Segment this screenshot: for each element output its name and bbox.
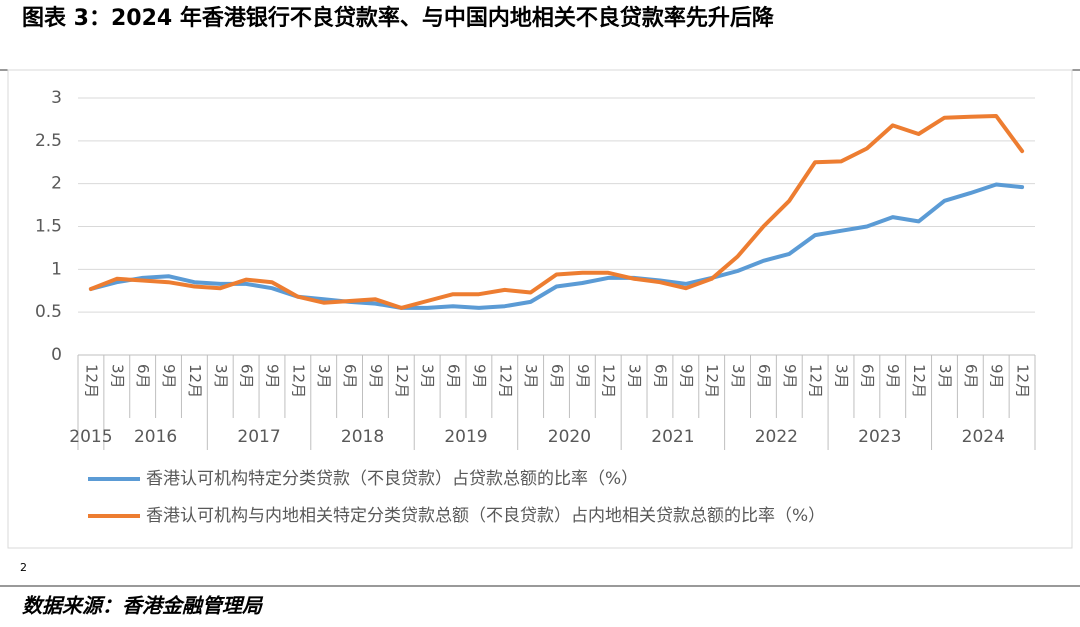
x-group-label: 2022 [755, 427, 798, 447]
x-tick-label: 6月 [445, 364, 463, 389]
x-tick-label: 12月 [1014, 364, 1032, 398]
x-tick-label: 3月 [936, 364, 954, 389]
x-tick-label: 12月 [807, 364, 825, 398]
x-tick-label: 9月 [781, 364, 799, 389]
x-tick-label: 12月 [289, 364, 307, 398]
x-tick-label: 3月 [626, 364, 644, 389]
x-tick-label: 12月 [910, 364, 928, 398]
x-tick-label: 9月 [160, 364, 178, 389]
x-tick-label: 3月 [729, 364, 747, 389]
x-tick-label: 6月 [341, 364, 359, 389]
x-tick-label: 12月 [703, 364, 721, 398]
x-tick-label: 6月 [755, 364, 773, 389]
y-tick-label: 3 [51, 88, 62, 108]
y-tick-label: 2.5 [35, 131, 62, 151]
x-group-label: 2021 [651, 427, 694, 447]
legend-label: 香港认可机构与内地相关特定分类贷款总额（不良贷款）占内地相关贷款总额的比率（%） [146, 506, 825, 526]
x-tick-label: 9月 [677, 364, 695, 389]
x-tick-label: 3月 [108, 364, 126, 389]
x-tick-label: 9月 [470, 364, 488, 389]
legend-label: 香港认可机构特定分类贷款（不良贷款）占贷款总额的比率（%） [146, 469, 638, 489]
x-tick-label: 9月 [574, 364, 592, 389]
y-tick-label: 2 [51, 174, 62, 194]
x-group-label: 2017 [237, 427, 280, 447]
x-tick-label: 12月 [496, 364, 514, 398]
series-line [88, 114, 1025, 310]
x-tick-label: 6月 [651, 364, 669, 389]
x-tick-label: 3月 [833, 364, 851, 389]
chart-frame [7, 69, 1073, 549]
x-tick-label: 12月 [186, 364, 204, 398]
y-tick-label: 0.5 [35, 302, 62, 322]
x-group-label: 2015 [69, 427, 112, 447]
x-tick-label: 12月 [393, 364, 411, 398]
x-tick-label: 3月 [212, 364, 230, 389]
x-tick-label: 9月 [884, 364, 902, 389]
x-group-label: 2018 [341, 427, 384, 447]
x-group-label: 2023 [858, 427, 901, 447]
x-tick-label: 9月 [367, 364, 385, 389]
x-group-label: 2019 [444, 427, 487, 447]
footnote: 2 [20, 561, 27, 574]
x-tick-label: 6月 [548, 364, 566, 389]
x-group-label: 2024 [962, 427, 1005, 447]
series-line [88, 182, 1025, 310]
x-group-label: 2016 [134, 427, 177, 447]
x-tick-label: 12月 [82, 364, 100, 398]
source: 数据来源：香港金融管理局 [22, 594, 264, 618]
y-tick-label: 1.5 [35, 217, 62, 237]
x-tick-label: 3月 [315, 364, 333, 389]
x-group-label: 2020 [548, 427, 591, 447]
x-tick-label: 3月 [419, 364, 437, 389]
title: 图表 3：2024 年香港银行不良贷款率、与中国内地相关不良贷款率先升后降 [22, 5, 775, 31]
x-tick-label: 12月 [600, 364, 618, 398]
x-tick-label: 9月 [988, 364, 1006, 389]
x-tick-label: 6月 [858, 364, 876, 389]
x-tick-label: 6月 [962, 364, 980, 389]
x-tick-label: 6月 [238, 364, 256, 389]
x-tick-label: 6月 [134, 364, 152, 389]
x-tick-label: 9月 [263, 364, 281, 389]
y-tick-label: 1 [51, 259, 62, 279]
x-tick-label: 3月 [522, 364, 540, 389]
y-tick-label: 0 [51, 345, 62, 365]
